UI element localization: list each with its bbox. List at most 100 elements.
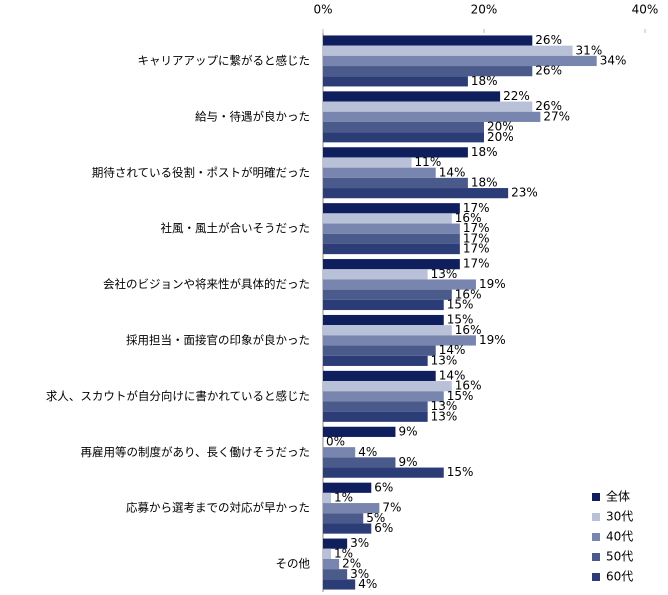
bar <box>323 289 452 300</box>
x-tick-label: 40% <box>632 3 659 17</box>
legend-swatch <box>592 573 600 581</box>
value-label: 15% <box>447 389 474 403</box>
bar <box>323 314 444 326</box>
bar <box>323 269 428 280</box>
value-label: 19% <box>479 277 506 291</box>
value-label: 17% <box>463 242 490 256</box>
bar <box>323 345 436 356</box>
value-label: 2% <box>342 557 361 571</box>
value-label: 20% <box>487 130 514 144</box>
legend-swatch <box>592 493 600 501</box>
category-label: 給与・待遇が良かった <box>195 109 310 123</box>
category-label: その他 <box>276 557 311 571</box>
value-label: 3% <box>350 567 369 581</box>
bar <box>323 111 541 122</box>
bar <box>323 447 356 458</box>
category-label: 期待されている役割・ポストが明確だった <box>92 165 310 179</box>
legend-swatch <box>592 553 600 561</box>
value-label: 19% <box>479 333 506 347</box>
value-label: 13% <box>431 409 458 423</box>
value-label: 34% <box>600 53 627 67</box>
category-label: 会社のビジョンや将来性が具体的だった <box>103 277 310 291</box>
legend-label: 50代 <box>606 550 633 564</box>
bar <box>323 213 452 224</box>
bar <box>323 513 364 524</box>
value-label: 11% <box>415 155 442 169</box>
bar <box>323 391 444 402</box>
legend-swatch <box>592 533 600 541</box>
value-label: 18% <box>471 74 498 88</box>
bar <box>323 457 396 468</box>
value-label: 26% <box>535 99 562 113</box>
value-label: 16% <box>455 323 482 337</box>
value-label: 13% <box>431 353 458 367</box>
bar <box>323 426 396 437</box>
value-label: 18% <box>471 145 498 159</box>
bar <box>323 579 356 590</box>
bar <box>323 203 460 214</box>
bar <box>323 325 452 336</box>
value-label: 0% <box>326 435 345 449</box>
value-label: 27% <box>543 109 570 123</box>
value-label: 20% <box>487 120 514 134</box>
value-label: 6% <box>374 521 393 535</box>
bar <box>323 259 460 270</box>
category-label: キャリアアップに繋がると感じた <box>138 53 311 67</box>
value-label: 17% <box>463 257 490 271</box>
value-label: 1% <box>334 546 353 560</box>
bar <box>323 467 444 478</box>
bar <box>323 132 484 143</box>
value-label: 17% <box>463 201 490 215</box>
bar <box>323 45 573 56</box>
value-label: 16% <box>455 211 482 225</box>
bar <box>323 243 460 255</box>
bar <box>323 55 597 67</box>
value-label: 31% <box>576 43 603 57</box>
legend-swatch <box>592 513 600 521</box>
bar <box>323 538 348 549</box>
bar <box>323 569 348 580</box>
value-label: 22% <box>503 89 530 103</box>
bar <box>323 492 332 504</box>
bar <box>323 381 452 392</box>
value-label: 14% <box>439 368 466 382</box>
bar <box>323 523 372 534</box>
bar <box>323 188 509 199</box>
bar <box>323 177 468 189</box>
bar <box>323 157 412 168</box>
bar <box>323 233 460 244</box>
bar <box>323 548 332 559</box>
value-label: 17% <box>463 231 490 245</box>
value-label: 26% <box>535 64 562 78</box>
bar <box>323 279 476 290</box>
value-label: 4% <box>358 445 377 459</box>
category-label: 社風・風土が合いそうだった <box>161 221 311 235</box>
value-label: 15% <box>447 297 474 311</box>
bar <box>323 503 380 514</box>
bar <box>323 167 436 178</box>
legend-label: 30代 <box>606 510 633 524</box>
category-label: 応募から選考までの対応が早かった <box>126 501 310 515</box>
bar <box>323 121 484 133</box>
bar <box>323 91 501 102</box>
category-label: 採用担当・面接官の印象が良かった <box>126 333 310 347</box>
value-label: 15% <box>447 465 474 479</box>
value-label: 5% <box>366 511 385 525</box>
value-label: 18% <box>471 175 498 189</box>
category-label: 求人、スカウトが自分向けに書かれていると感じた <box>46 389 310 403</box>
bar <box>323 370 436 382</box>
value-label: 15% <box>447 313 474 327</box>
value-label: 16% <box>455 379 482 393</box>
bar <box>323 35 533 46</box>
bar <box>323 401 428 412</box>
value-label: 9% <box>398 455 417 469</box>
value-label: 14% <box>439 343 466 357</box>
legend-label: 60代 <box>606 570 633 584</box>
bar <box>323 355 428 366</box>
bar <box>323 482 372 493</box>
value-label: 7% <box>382 501 401 515</box>
bar <box>323 335 476 346</box>
value-label: 13% <box>431 267 458 281</box>
value-label: 1% <box>334 490 353 504</box>
value-label: 13% <box>431 399 458 413</box>
